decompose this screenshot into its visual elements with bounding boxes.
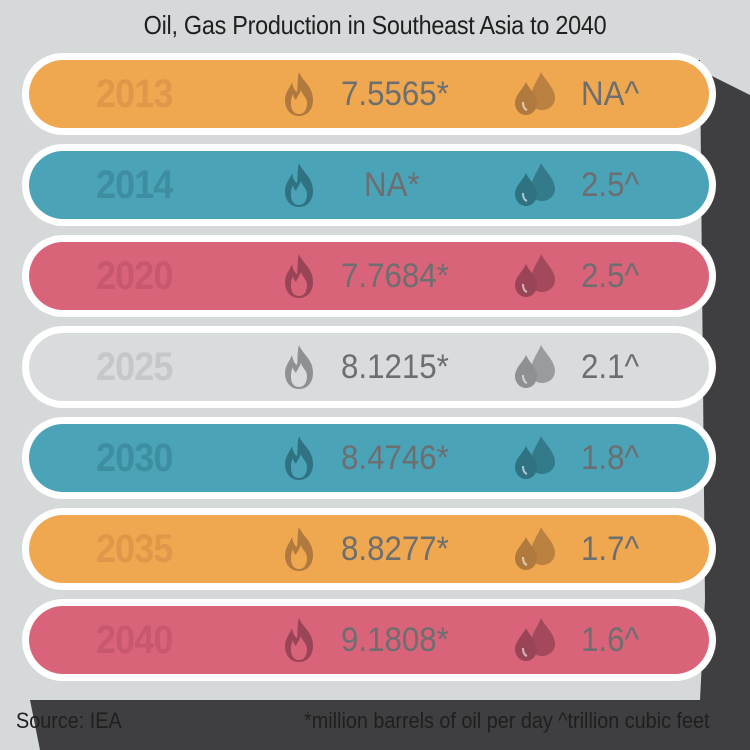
units-note: *million barrels of oil per day ^trillio… (304, 708, 710, 733)
flame-icon (285, 254, 313, 298)
oil-value: 7.5565* (341, 75, 449, 113)
year-row: 2013 7.5565* NA^ (22, 53, 716, 135)
droplets-icon (515, 345, 555, 388)
oil-value: 9.1808* (341, 621, 449, 659)
flame-icon (285, 163, 313, 207)
year-label: 2025 (96, 345, 173, 389)
gas-value: 1.7^ (581, 530, 640, 568)
page-title: Oil, Gas Production in Southeast Asia to… (143, 10, 607, 40)
oil-value: 7.7684* (341, 257, 449, 295)
gas-value: 2.1^ (581, 348, 640, 386)
year-row: 2030 8.4746* 1.8^ (22, 417, 716, 499)
year-row: 2040 9.1808* 1.6^ (22, 599, 716, 681)
gas-value: 1.8^ (581, 439, 640, 477)
droplets-icon (515, 436, 555, 479)
year-label: 2020 (96, 254, 173, 298)
year-label: 2030 (96, 436, 173, 480)
droplets-icon (515, 618, 555, 661)
gas-value: 1.6^ (581, 621, 640, 659)
flame-icon (285, 527, 313, 571)
oil-value: 8.4746* (341, 439, 449, 477)
droplets-icon (515, 163, 555, 206)
flame-icon (285, 72, 313, 116)
oil-value: 8.8277* (341, 530, 449, 568)
droplets-icon (515, 72, 555, 115)
year-row: 2035 8.8277* 1.7^ (22, 508, 716, 590)
flame-icon (285, 436, 313, 480)
year-row: 2025 8.1215* 2.1^ (22, 326, 716, 408)
oil-value: NA* (364, 166, 420, 204)
gas-value: 2.5^ (581, 166, 640, 204)
gas-value: NA^ (581, 75, 640, 113)
year-label: 2013 (96, 72, 173, 116)
droplets-icon (515, 527, 555, 570)
year-row: 2014 NA* 2.5^ (22, 144, 716, 226)
gas-value: 2.5^ (581, 257, 640, 295)
year-label: 2035 (96, 527, 173, 571)
droplets-icon (515, 254, 555, 297)
oil-value: 8.1215* (341, 348, 449, 386)
year-label: 2014 (96, 163, 173, 207)
year-row: 2020 7.7684* 2.5^ (22, 235, 716, 317)
flame-icon (285, 345, 313, 389)
flame-icon (285, 618, 313, 662)
source-label: Source: IEA (16, 708, 122, 733)
year-label: 2040 (96, 618, 173, 662)
